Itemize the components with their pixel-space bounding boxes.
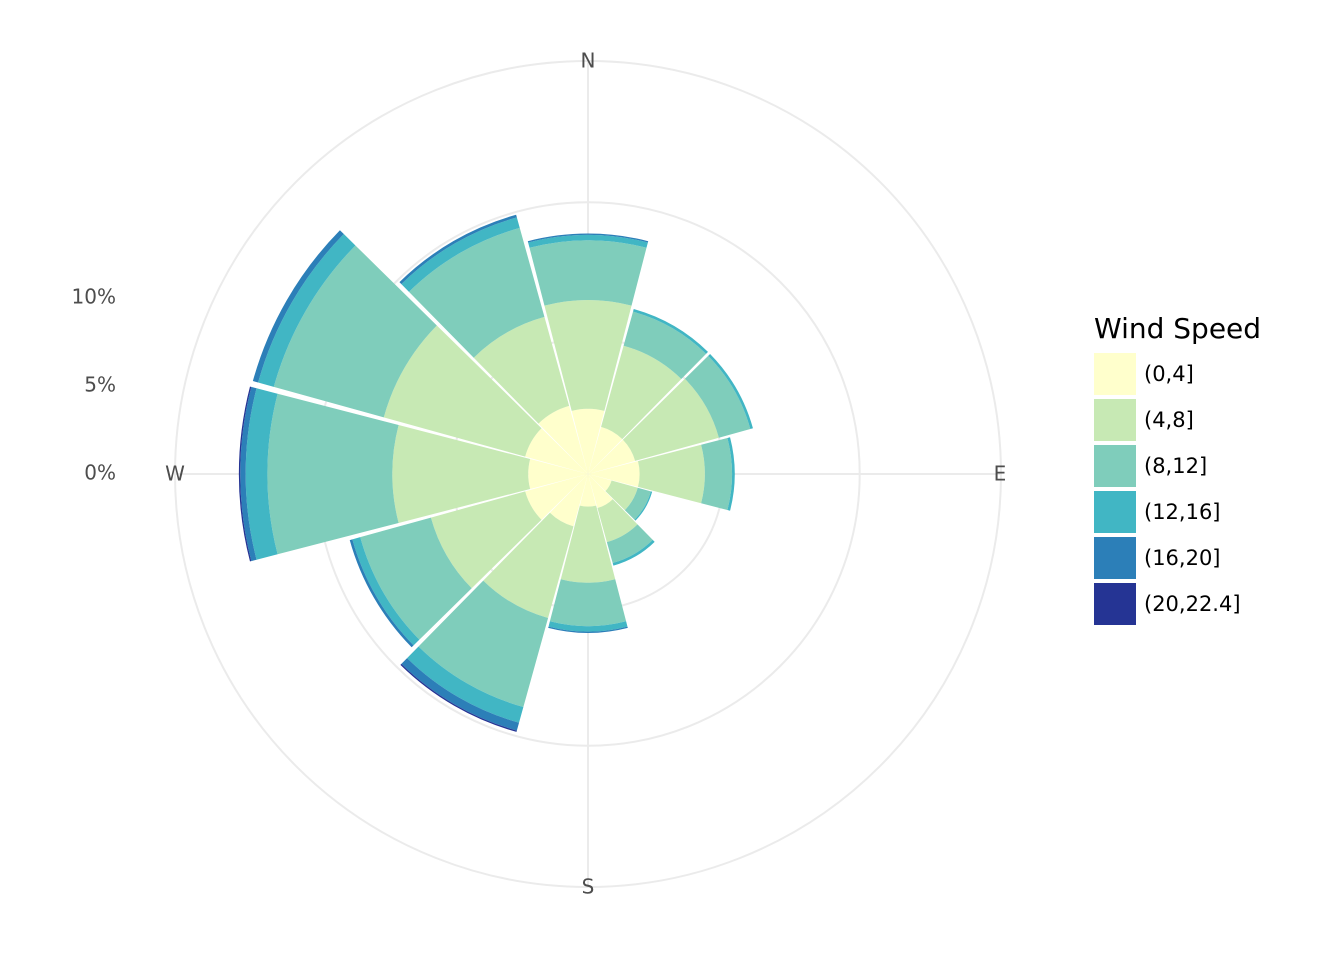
wedge-300deg-0 — [525, 428, 588, 474]
wedge-30deg-3 — [633, 309, 708, 354]
direction-label-e: E — [994, 462, 1007, 486]
wedge-180deg-0 — [579, 474, 597, 507]
legend-label: (20,22.4] — [1144, 592, 1241, 616]
legend-item: (16,20] — [1094, 535, 1261, 581]
legend-item: (8,12] — [1094, 443, 1261, 489]
wedge-150deg-2 — [606, 524, 653, 564]
direction-label-s: S — [582, 875, 595, 899]
wedge-60deg-3 — [708, 354, 753, 429]
legend-title: Wind Speed — [1094, 312, 1262, 345]
wedge-0deg-3 — [528, 234, 648, 248]
wedge-60deg-1 — [622, 378, 719, 461]
wedge-150deg-0 — [588, 474, 613, 509]
legend-key — [1094, 537, 1136, 579]
wedge-180deg-2 — [549, 579, 627, 627]
wedge-120deg-0 — [588, 474, 612, 492]
radial-tick-label: 10% — [72, 284, 116, 308]
wedge-120deg-2 — [624, 487, 651, 520]
wedge-30deg-0 — [588, 426, 623, 474]
radial-tick-label: 0% — [84, 461, 116, 485]
wedge-90deg-2 — [701, 437, 733, 511]
wedge-120deg-1 — [605, 480, 638, 511]
wedge-180deg-3 — [548, 621, 628, 632]
legend-key — [1094, 491, 1136, 533]
legend-item: (4,8] — [1094, 397, 1261, 443]
wedge-0deg-2 — [529, 240, 647, 306]
wedge-0deg-0 — [571, 408, 605, 474]
wedge-30deg-2 — [623, 311, 707, 380]
legend-items: (0,4] (4,8] (8,12] (12,16] (16,20] (20,22.4] — [1094, 351, 1261, 627]
wedge-330deg-3 — [401, 217, 520, 292]
wedge-150deg-1 — [597, 499, 638, 543]
wedge-210deg-0 — [549, 474, 588, 527]
wedge-240deg-0 — [525, 474, 588, 520]
wedge-300deg-1 — [383, 325, 542, 457]
direction-label-n: N — [581, 49, 596, 73]
wedge-180deg-4 — [548, 626, 628, 633]
wedge-300deg-4 — [252, 230, 344, 383]
wedge-90deg-0 — [588, 461, 640, 487]
legend-label: (12,16] — [1144, 500, 1221, 524]
wedge-60deg-0 — [588, 439, 636, 474]
radial-tick-label: 5% — [84, 372, 116, 396]
wedge-300deg-3 — [258, 234, 356, 387]
wedge-330deg-0 — [538, 405, 588, 474]
legend-label: (8,12] — [1144, 454, 1208, 478]
wedge-330deg-2 — [408, 227, 545, 358]
wedge-210deg-2 — [418, 580, 549, 708]
wedge-60deg-2 — [684, 355, 751, 438]
wedge-270deg-5 — [238, 386, 252, 562]
wedge-210deg-4 — [401, 658, 520, 731]
legend-label: (16,20] — [1144, 546, 1221, 570]
wedge-0deg-1 — [544, 300, 632, 411]
wedge-270deg-0 — [528, 459, 588, 489]
wedge-120deg-3 — [634, 491, 653, 521]
wedge-0deg-4 — [527, 233, 649, 243]
wind-rose-bars — [238, 214, 753, 732]
wedge-300deg-2 — [273, 245, 437, 418]
legend-label: (4,8] — [1144, 408, 1194, 432]
axis-labels: N E S W 0% 5% 10% — [72, 49, 1007, 899]
legend-label: (0,4] — [1144, 362, 1194, 386]
wedge-30deg-1 — [601, 345, 682, 440]
legend-item: (12,16] — [1094, 489, 1261, 535]
wedge-150deg-3 — [612, 539, 655, 566]
wedge-330deg-1 — [473, 316, 570, 424]
legend-key — [1094, 445, 1136, 487]
legend-key — [1094, 399, 1136, 441]
wedge-270deg-3 — [245, 388, 278, 560]
wedge-270deg-2 — [267, 393, 399, 555]
direction-label-w: W — [165, 462, 185, 486]
wedge-90deg-3 — [727, 437, 735, 511]
legend-key — [1094, 353, 1136, 395]
wedge-240deg-2 — [360, 517, 472, 640]
wedge-210deg-3 — [407, 646, 524, 723]
wedge-240deg-1 — [430, 491, 542, 589]
legend-key — [1094, 583, 1136, 625]
wedge-240deg-3 — [352, 537, 420, 646]
wedge-210deg-1 — [483, 512, 574, 619]
wedge-90deg-1 — [637, 444, 705, 504]
legend-item: (0,4] — [1094, 351, 1261, 397]
legend-item: (20,22.4] — [1094, 581, 1261, 627]
legend: Wind Speed (0,4] (4,8] (8,12] (12,16] (16,20… — [1094, 312, 1261, 627]
wedge-180deg-1 — [560, 505, 616, 583]
wedge-270deg-4 — [240, 386, 257, 562]
wedge-270deg-1 — [392, 425, 531, 523]
